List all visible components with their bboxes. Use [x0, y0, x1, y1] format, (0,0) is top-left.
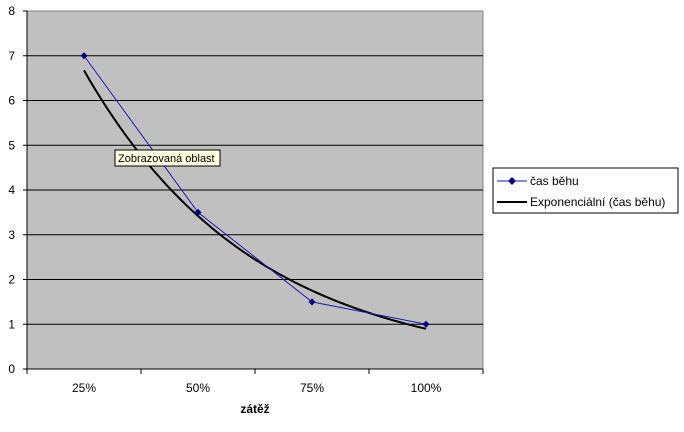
y-tick-label: 6 [8, 94, 15, 108]
data-point-marker[interactable] [194, 208, 202, 216]
y-tick-label: 8 [8, 4, 15, 18]
legend-marker-series-1 [508, 177, 516, 185]
x-axis-title: zátěž [240, 402, 269, 416]
x-tick-label: 75% [300, 381, 324, 395]
legend-box[interactable] [492, 167, 679, 214]
data-point-marker[interactable] [308, 298, 316, 306]
legend[interactable]: čas běhu Exponenciální (čas běhu) [492, 167, 679, 214]
x-axis-ticks: 25% 50% 75% 100% [26, 369, 484, 395]
y-tick-label: 3 [8, 228, 15, 242]
y-tick-label: 5 [8, 138, 15, 152]
data-point-marker[interactable] [80, 52, 88, 60]
x-tick-label: 50% [186, 381, 210, 395]
data-point-marker[interactable] [422, 320, 430, 328]
y-axis-ticks: 0 1 2 3 4 5 6 7 8 [8, 4, 27, 376]
tooltip-text: Zobrazovaná oblast [118, 153, 215, 165]
series-line-cas-behu[interactable] [83, 55, 427, 325]
legend-label-series-2: Exponenciální (čas běhu) [530, 195, 665, 209]
tooltip-box [114, 149, 221, 167]
legend-label-series-1: čas běhu [530, 174, 579, 188]
tooltip: Zobrazovaná oblast [114, 149, 221, 167]
y-tick-label: 2 [8, 273, 15, 287]
y-tick-label: 7 [8, 49, 15, 63]
x-tick-label: 25% [72, 381, 96, 395]
y-tick-label: 4 [8, 183, 15, 197]
y-tick-label: 0 [8, 362, 15, 376]
y-tick-label: 1 [8, 317, 15, 331]
x-tick-label: 100% [411, 381, 442, 395]
